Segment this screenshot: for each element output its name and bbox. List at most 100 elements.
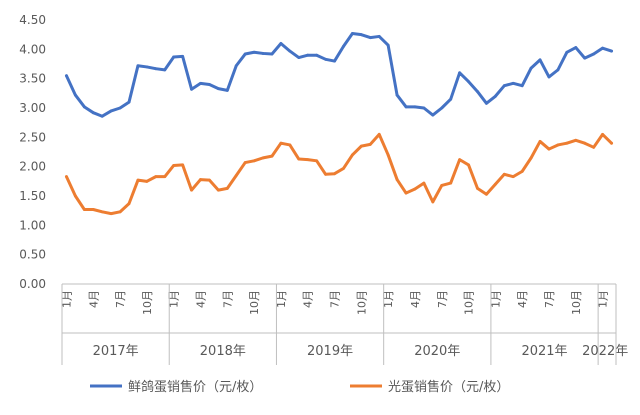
series-1-point [404,105,408,109]
series-1-point [65,74,68,78]
series-1-point [556,68,560,72]
series-2-point [109,212,113,216]
y-tick-label: 0.50 [19,248,46,262]
series-1-point [315,53,319,57]
series-1-point [324,57,327,61]
series-2-point [163,175,167,179]
series-2-point [476,186,479,190]
series-2-point [502,172,506,176]
series-layer [64,31,614,216]
series-2-point [610,141,613,145]
series-1-point [172,55,176,59]
legend-label-series-2: 光蛋销售价（元/枚） [388,379,509,395]
series-2-point [154,175,158,179]
series-2-point [261,156,265,160]
x-tick-label: 4月 [409,290,422,308]
series-1-point [511,81,515,85]
series-1-point [216,87,220,91]
y-tick-label: 4.00 [19,42,46,56]
series-1-point [297,56,301,59]
series-1-point [306,53,310,57]
series-2-point [359,144,363,148]
series-2-point [422,181,426,185]
series-2-point [324,172,327,176]
series-1-point [225,89,229,92]
series-1-point [100,114,104,118]
series-2-point [511,175,515,179]
series-2-point [225,186,229,190]
x-year-label: 2022年 [582,344,628,359]
series-1-point [449,97,453,101]
series-2-point [351,153,354,157]
series-2-point [395,178,399,181]
series-1-point [118,106,122,110]
series-1-point [476,90,479,93]
series-1-point [127,100,131,104]
series-2-point [208,178,211,182]
series-1-point [467,80,470,83]
series-2-point [565,141,569,145]
series-2-point [270,154,274,158]
series-1-point [368,36,372,39]
x-tick-label: 1月 [60,290,73,308]
series-2-point [306,158,310,162]
series-1-point [279,42,283,45]
series-1-point [199,81,202,85]
x-tick-label: 10月 [141,290,154,315]
x-tick-label: 4月 [195,290,208,308]
y-tick-label: 3.00 [19,101,46,115]
series-2-point [181,163,185,167]
series-2-point [467,163,470,167]
series-2-point [440,184,444,187]
x-year-label: 2021年 [521,344,567,359]
series-1-point [270,52,274,56]
series-2-point [65,175,68,179]
y-tick-label: 3.50 [19,72,46,86]
series-2-point [368,142,372,146]
series-2-point [234,174,238,177]
series-2-point [529,156,533,160]
x-tick-label: 10月 [570,290,583,315]
series-1-point [154,67,158,71]
series-2-point [297,157,301,161]
y-tick-label: 0.00 [19,277,46,291]
series-1-point [574,46,578,49]
series-2-point [136,178,140,182]
series-2-point [279,141,283,145]
series-2-point [547,147,551,151]
series-1-point [422,106,426,110]
x-tick-label: 1月 [275,290,288,308]
x-tick-label: 1月 [168,290,181,308]
series-1-point [252,50,256,54]
series-2-point [288,143,292,147]
x-tick-label: 4月 [516,290,529,308]
series-2-point [216,188,220,192]
legend: 鲜鸽蛋销售价（元/枚） 光蛋销售价（元/枚） [90,379,509,395]
series-2-point [82,208,86,211]
x-tick-label: 1月 [382,290,395,308]
series-2-point [404,191,408,195]
series-1-point [91,111,95,115]
series-2-point [538,140,542,143]
series-2-point [449,181,453,185]
series-1-point [440,106,444,110]
series-1-point [493,94,497,98]
series-2-point [315,159,319,163]
series-1-point [601,46,604,50]
series-1-point [351,32,354,35]
series-2-point [493,182,497,186]
series-1-point [181,54,185,58]
series-1-point [234,64,238,68]
series-2-point [243,161,247,164]
series-1-point [431,113,435,117]
series-2-point [377,133,381,136]
series-1-point [190,87,193,91]
series-2-point [118,210,122,214]
series-line-1 [64,31,614,118]
series-2-point [100,210,104,214]
series-1-point [386,43,390,47]
series-2-point [431,200,435,204]
series-1-point [529,66,533,70]
series-1-point [136,64,140,68]
